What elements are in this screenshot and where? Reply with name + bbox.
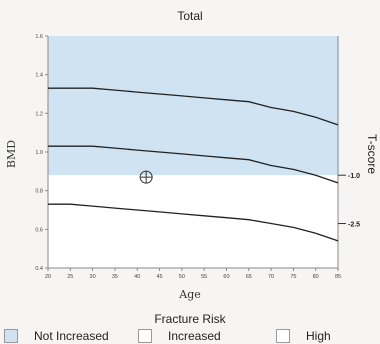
- chart-title: Total: [177, 9, 202, 23]
- x-axis-label: Age: [178, 288, 201, 301]
- x-tick-label: 35: [112, 274, 118, 280]
- x-tick-label: 85: [335, 274, 341, 280]
- tscore-label: -1.0: [348, 173, 360, 180]
- x-tick-label: 25: [67, 274, 73, 280]
- x-tick-label: 70: [268, 274, 274, 280]
- legend-title: Fracture Risk: [154, 312, 226, 326]
- y-tick-label: 1.6: [35, 34, 43, 40]
- x-tick-label: 80: [313, 274, 319, 280]
- y-tick-label: 1.2: [35, 111, 43, 117]
- x-tick-label: 55: [201, 274, 207, 280]
- x-tick-label: 50: [179, 274, 185, 280]
- x-tick-label: 30: [90, 274, 96, 280]
- x-tick-label: 40: [134, 274, 140, 280]
- series-line-2: [48, 145, 339, 184]
- y-axis-label: BMD: [5, 140, 18, 168]
- plot-area: 0.4 0.6 0.8 1.0 1.2 1.4 1.6 20 25 30 35 40 45 50 55 60 6…: [35, 34, 360, 280]
- x-tick-label: 75: [290, 274, 296, 280]
- x-tick-label: 45: [156, 274, 162, 280]
- legend-item-high: High: [276, 328, 331, 344]
- series-line-1: [48, 87, 339, 126]
- legend-swatch-high: [276, 329, 290, 343]
- legend-label-high: High: [306, 329, 331, 343]
- series-line-3: [48, 203, 339, 242]
- legend-label-increased: Increased: [168, 329, 221, 343]
- x-tick-label: 65: [246, 274, 252, 280]
- y-tick-label: 0.4: [35, 266, 43, 272]
- legend-label-not-increased: Not Increased: [34, 329, 109, 343]
- tscore-label: -2.5: [348, 222, 360, 229]
- legend-item-not-increased: Not Increased: [4, 328, 109, 344]
- legend: Fracture Risk Not Increased Increased Hi…: [0, 308, 380, 344]
- y-tick-label: 1.0: [35, 150, 43, 156]
- x-tick-label: 60: [223, 274, 229, 280]
- shaded-region-not-increased: [48, 36, 338, 176]
- legend-swatch-increased: [138, 329, 152, 343]
- legend-swatch-not-increased: [4, 329, 18, 343]
- y-axis-label-right: T-score: [365, 134, 379, 174]
- y-tick-label: 1.4: [35, 73, 43, 79]
- y-tick-label: 0.6: [35, 227, 43, 233]
- y-tick-label: 0.8: [35, 189, 43, 195]
- x-tick-label: 20: [45, 274, 51, 280]
- legend-item-increased: Increased: [138, 328, 221, 344]
